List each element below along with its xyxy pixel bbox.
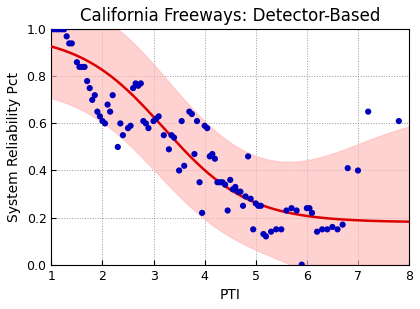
Point: [109, 93, 116, 98]
Point: [66, 41, 73, 46]
Point: [278, 227, 285, 232]
Point: [309, 210, 315, 215]
Point: [130, 86, 136, 91]
Point: [63, 34, 70, 39]
Point: [262, 234, 269, 239]
Point: [260, 231, 267, 236]
Y-axis label: System Reliability Pct: System Reliability Pct: [7, 72, 21, 222]
Point: [137, 81, 144, 86]
Title: California Freeways: Detector-Based: California Freeways: Detector-Based: [80, 7, 381, 25]
Point: [99, 119, 106, 124]
Point: [199, 210, 205, 215]
Point: [329, 225, 336, 230]
Point: [125, 126, 131, 131]
Point: [181, 163, 188, 168]
Point: [245, 154, 252, 159]
Point: [160, 133, 167, 138]
Point: [114, 145, 121, 150]
Point: [178, 119, 185, 124]
Point: [76, 65, 83, 70]
Point: [191, 151, 198, 156]
Point: [165, 147, 172, 152]
Point: [250, 227, 257, 232]
Point: [189, 112, 195, 116]
Point: [87, 86, 93, 91]
Point: [153, 116, 160, 121]
Point: [257, 203, 264, 208]
Point: [194, 119, 200, 124]
Point: [68, 41, 75, 46]
Point: [212, 156, 218, 161]
Point: [324, 227, 331, 232]
Point: [334, 227, 341, 232]
Point: [247, 196, 254, 201]
Point: [186, 109, 193, 114]
Point: [58, 27, 65, 32]
Point: [227, 177, 234, 182]
Point: [94, 109, 101, 114]
Point: [283, 208, 290, 213]
Point: [232, 184, 239, 189]
Point: [97, 114, 103, 119]
Point: [102, 121, 108, 126]
Point: [242, 194, 249, 199]
Point: [140, 119, 147, 124]
Point: [219, 180, 226, 185]
Point: [222, 182, 228, 187]
Point: [304, 206, 310, 211]
Point: [396, 119, 402, 124]
Point: [288, 206, 295, 211]
Point: [354, 168, 361, 173]
Point: [204, 126, 210, 131]
Point: [53, 27, 60, 32]
Point: [104, 102, 111, 107]
Point: [314, 229, 320, 234]
Point: [120, 133, 126, 138]
Point: [50, 27, 57, 32]
Point: [344, 166, 351, 171]
Point: [150, 119, 157, 124]
Point: [107, 109, 113, 114]
Point: [145, 126, 152, 131]
Point: [273, 227, 280, 232]
Point: [56, 27, 63, 32]
Point: [214, 180, 221, 185]
Point: [84, 78, 90, 83]
Point: [92, 93, 98, 98]
Point: [61, 27, 68, 32]
Point: [319, 227, 326, 232]
Point: [176, 168, 182, 173]
Point: [365, 109, 372, 114]
Point: [240, 203, 247, 208]
Point: [268, 229, 274, 234]
Point: [81, 65, 88, 70]
Point: [171, 135, 177, 140]
Point: [74, 60, 80, 65]
Point: [217, 180, 223, 185]
Point: [306, 206, 313, 211]
Point: [229, 187, 236, 192]
Point: [142, 121, 149, 126]
Point: [293, 208, 300, 213]
Point: [127, 123, 134, 128]
Point: [168, 133, 175, 138]
Point: [252, 201, 259, 206]
Point: [209, 151, 216, 156]
Point: [201, 123, 208, 128]
Point: [339, 222, 346, 227]
Point: [89, 97, 96, 102]
X-axis label: PTI: PTI: [220, 288, 241, 302]
Point: [298, 262, 305, 267]
Point: [196, 180, 203, 185]
Point: [132, 81, 139, 86]
Point: [224, 208, 231, 213]
Point: [234, 189, 241, 194]
Point: [155, 114, 162, 119]
Point: [206, 154, 213, 159]
Point: [79, 65, 85, 70]
Point: [117, 121, 124, 126]
Point: [135, 83, 142, 88]
Point: [237, 189, 244, 194]
Point: [255, 203, 262, 208]
